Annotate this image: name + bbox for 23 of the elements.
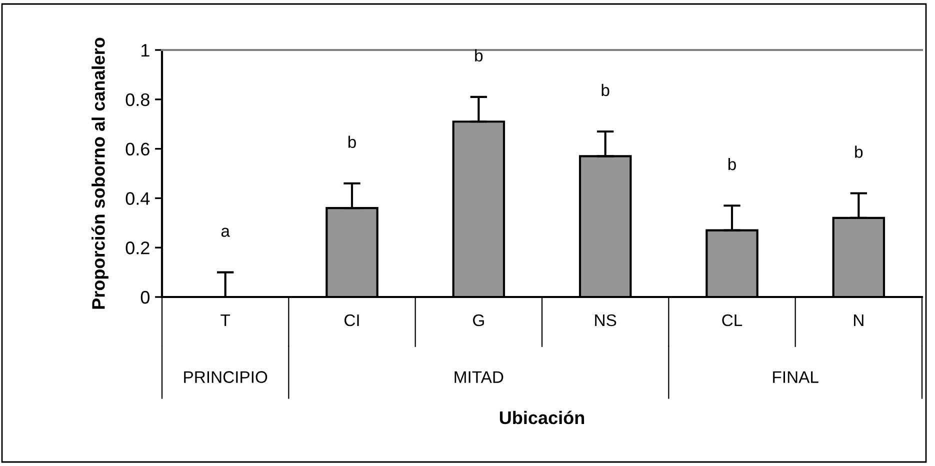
- x-tick-label: N: [854, 314, 864, 326]
- y-tick-label: 0.6: [126, 142, 150, 156]
- annotation: b: [475, 49, 483, 62]
- text: FINAL: [773, 371, 818, 383]
- y-tick-label: 0.8: [126, 93, 150, 106]
- x-tick-label: CI: [344, 314, 359, 326]
- annotation: b: [602, 84, 610, 96]
- x-tick-label: NS: [595, 314, 616, 326]
- y-axis-title: Proporción soborno al canalero: [91, 38, 108, 309]
- text: MITAD: [454, 371, 504, 383]
- text: PRINCIPIO: [184, 371, 268, 383]
- annotation: a: [221, 228, 230, 237]
- x-axis-title: Ubicación: [500, 410, 584, 424]
- annotation: b: [855, 146, 863, 158]
- annotation: b: [728, 158, 736, 170]
- y-tick-label: 0.4: [126, 192, 150, 205]
- x-tick-label: T: [220, 314, 230, 326]
- x-tick-label: G: [473, 314, 484, 326]
- y-tick-label: 0.2: [126, 242, 150, 254]
- x-tick-label: CL: [722, 314, 742, 326]
- y-tick-label: 1: [142, 44, 150, 57]
- annotation: b: [348, 136, 356, 148]
- y-tick-label: 0: [140, 290, 150, 304]
